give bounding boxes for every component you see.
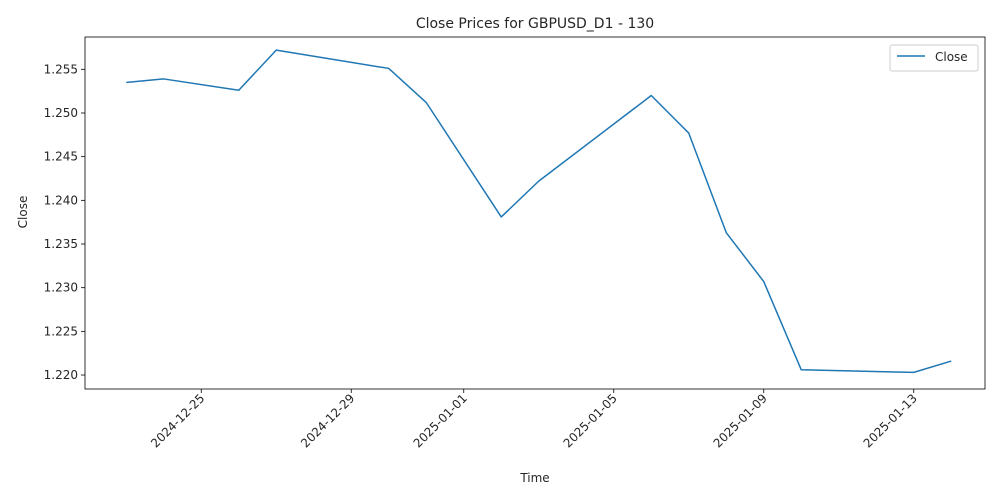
axes-frame bbox=[84, 36, 986, 390]
legend: Close bbox=[889, 44, 979, 72]
y-tick-label: 1.225 bbox=[44, 324, 78, 338]
y-tick-label: 1.235 bbox=[44, 237, 78, 251]
y-axis-label: Close bbox=[16, 196, 30, 229]
y-tick-label: 1.250 bbox=[44, 106, 78, 120]
y-tick-label: 1.230 bbox=[44, 281, 78, 295]
y-tick-label: 1.245 bbox=[44, 150, 78, 164]
chart-title: Close Prices for GBPUSD_D1 - 130 bbox=[416, 16, 654, 32]
y-tick-label: 1.240 bbox=[44, 193, 78, 207]
legend-label: Close bbox=[935, 50, 968, 64]
y-tick-label: 1.255 bbox=[44, 62, 78, 76]
x-axis-label: Time bbox=[519, 471, 549, 485]
legend-frame bbox=[889, 44, 979, 72]
y-tick-label: 1.220 bbox=[44, 368, 78, 382]
